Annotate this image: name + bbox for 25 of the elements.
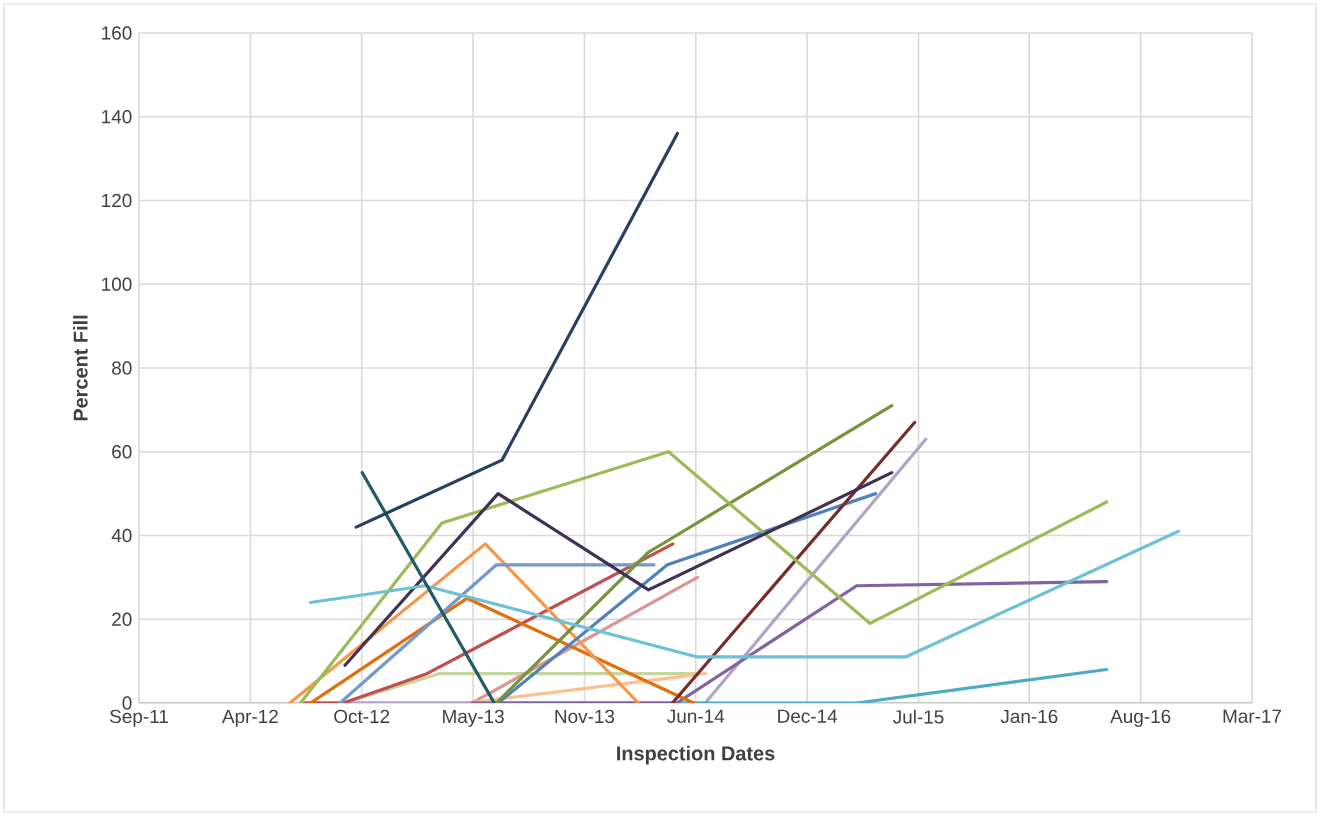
x-tick-label: Aug-16 [1110,709,1171,727]
x-tick-label: Apr-12 [221,709,278,727]
x-tick-label: Jan-16 [1000,709,1058,724]
line-series [298,450,1109,703]
y-tick-label: 40 [111,528,132,543]
y-tick-label: 120 [102,193,132,208]
y-tick-label: 60 [112,445,132,459]
x-tick-label: Sep-11 [110,709,168,727]
y-tick-label: 0 [122,696,132,710]
x-axis-title: Inspection Dates [617,745,775,765]
line-series [308,529,1181,659]
x-tick-label: Jun-14 [667,709,725,723]
line-series [343,471,894,667]
x-tick-label: Nov-13 [555,709,615,724]
x-tick-label: Dec-14 [778,709,838,723]
y-tick-label: 80 [112,361,132,375]
y-tick-label: 160 [102,26,132,40]
x-tick-label: Jul-15 [893,709,944,724]
y-tick-label: 20 [112,612,132,626]
x-tick-label: Mar-17 [1223,709,1282,723]
x-tick-label: Oct-12 [334,709,390,724]
y-axis-title: Percent Fill [73,315,88,421]
y-tick-label: 100 [102,277,132,291]
x-tick-label: May-13 [443,709,504,727]
y-tick-label: 140 [102,110,132,124]
